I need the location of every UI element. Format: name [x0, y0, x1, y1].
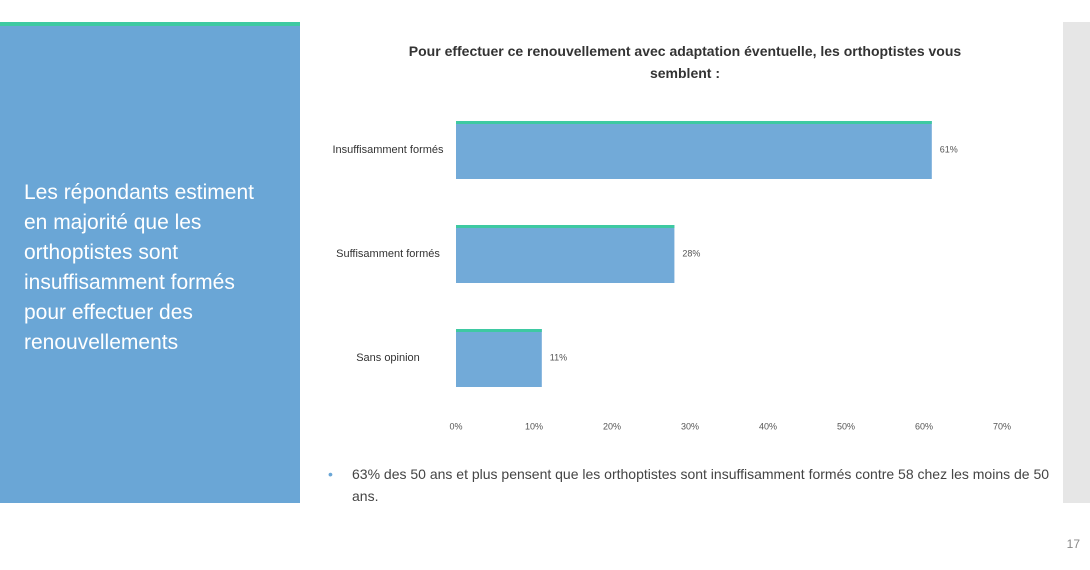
value-label: 28%	[682, 248, 700, 258]
x-tick-label: 10%	[525, 421, 543, 431]
bar-edge	[456, 121, 932, 124]
x-tick-label: 40%	[759, 421, 777, 431]
x-tick-label: 50%	[837, 421, 855, 431]
category-label: Insuffisamment formés	[332, 144, 444, 156]
side-panel: Les répondants estiment en majorité que …	[0, 22, 300, 503]
value-label: 11%	[550, 352, 567, 362]
bar	[456, 121, 932, 179]
category-label: Sans opinion	[356, 352, 420, 364]
x-tick-label: 30%	[681, 421, 699, 431]
bar	[456, 225, 675, 283]
chart-title: Pour effectuer ce renouvellement avec ad…	[408, 43, 962, 81]
side-strip	[1063, 22, 1090, 503]
x-tick-label: 20%	[603, 421, 621, 431]
value-label: 61%	[940, 144, 958, 154]
x-tick-label: 60%	[915, 421, 933, 431]
bullet-text: 63% des 50 ans et plus pensent que les o…	[328, 463, 1052, 507]
page-number: 17	[1066, 537, 1080, 551]
x-tick-label: 0%	[449, 421, 462, 431]
bar-edge	[456, 225, 675, 228]
x-tick-label: 70%	[993, 421, 1011, 431]
panel-text: Les répondants estiment en majorité que …	[24, 181, 254, 354]
category-label: Suffisamment formés	[336, 248, 440, 260]
bar-edge	[456, 329, 542, 332]
bar	[456, 329, 542, 387]
